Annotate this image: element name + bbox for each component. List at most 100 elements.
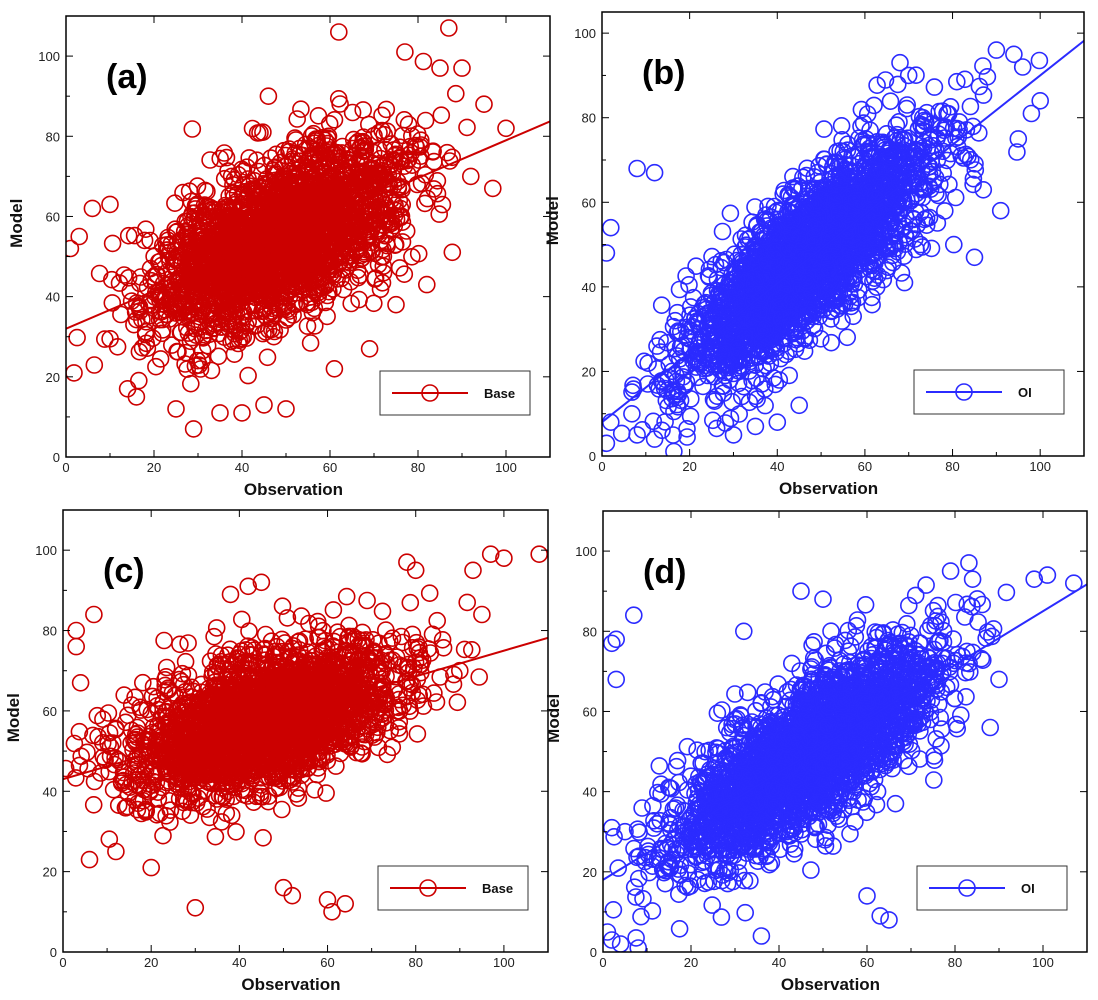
data-point: [375, 211, 394, 230]
data-point: [714, 384, 733, 403]
data-point: [363, 154, 381, 172]
data-point: [277, 400, 295, 418]
data-point: [290, 258, 309, 276]
data-point: [947, 72, 966, 91]
data-point: [246, 216, 264, 235]
data-point: [721, 204, 740, 223]
data-point: [944, 235, 963, 254]
data-point: [180, 236, 198, 254]
data-point: [213, 239, 232, 257]
data-point: [430, 205, 449, 223]
data-point: [292, 100, 310, 118]
data-point: [319, 282, 338, 301]
data-point: [201, 209, 220, 228]
data-point: [443, 148, 462, 167]
data-point: [360, 339, 379, 358]
data-point: [408, 175, 427, 194]
data-point: [342, 294, 361, 313]
data-point: [360, 165, 379, 184]
data-point: [133, 338, 152, 357]
data-point: [103, 294, 122, 312]
data-point: [285, 276, 304, 295]
data-point: [354, 142, 373, 161]
data-point: [964, 169, 983, 188]
data-point: [247, 280, 266, 299]
data-point: [863, 295, 881, 314]
panel-label: (a): [106, 58, 148, 96]
data-point: [305, 317, 324, 335]
data-point: [907, 66, 925, 84]
y-tick-label: 60: [46, 209, 60, 224]
data-point: [324, 280, 342, 298]
data-point: [336, 253, 354, 271]
data-point: [133, 310, 151, 329]
data-point: [746, 387, 765, 406]
data-point: [703, 411, 722, 430]
data-point: [935, 202, 954, 220]
data-point: [196, 210, 214, 228]
data-point: [256, 323, 275, 341]
data-point: [921, 180, 940, 198]
data-point: [215, 144, 234, 162]
data-point: [313, 129, 331, 147]
data-point: [228, 263, 247, 282]
data-point: [334, 240, 352, 259]
data-point: [933, 142, 952, 161]
data-point: [183, 232, 201, 251]
data-point: [838, 328, 857, 347]
data-point: [161, 243, 179, 261]
data-point: [740, 393, 759, 412]
data-point: [119, 268, 138, 287]
data-point: [416, 194, 434, 213]
data-point: [895, 136, 913, 155]
y-tick-label: 100: [38, 49, 60, 64]
data-point: [211, 149, 229, 168]
data-point: [681, 407, 700, 426]
data-point: [220, 187, 238, 205]
data-point: [190, 291, 209, 310]
fit-line: [66, 120, 550, 330]
data-point: [956, 70, 974, 89]
data-point: [177, 343, 195, 362]
data-point: [285, 165, 304, 183]
data-point: [83, 199, 102, 218]
data-point: [961, 97, 980, 116]
data-point: [374, 263, 393, 282]
data-point: [238, 254, 257, 273]
data-point: [666, 311, 685, 330]
data-point: [323, 175, 342, 194]
data-point: [974, 86, 993, 104]
data-point: [966, 161, 985, 179]
data-point: [257, 170, 276, 188]
data-point: [446, 84, 465, 103]
data-point: [146, 288, 164, 306]
data-point: [334, 280, 353, 299]
data-point: [283, 152, 302, 171]
data-point: [396, 43, 414, 61]
data-point: [704, 390, 723, 409]
data-point: [371, 280, 390, 299]
data-point: [288, 110, 307, 128]
data-point: [217, 198, 236, 217]
data-point: [68, 328, 86, 347]
data-point: [331, 252, 350, 271]
data-point: [891, 149, 910, 168]
data-point: [364, 294, 383, 313]
data-point: [276, 202, 294, 220]
data-point: [395, 265, 414, 284]
data-point: [755, 243, 774, 262]
data-point: [90, 264, 109, 283]
data-point: [922, 152, 941, 171]
data-point: [974, 181, 993, 199]
data-point: [895, 273, 914, 292]
data-point: [301, 258, 319, 276]
data-point: [280, 288, 299, 307]
data-point: [224, 176, 242, 194]
data-point: [110, 274, 129, 292]
data-point: [386, 236, 404, 254]
data-point: [708, 270, 727, 289]
data-point: [964, 175, 982, 194]
data-point: [166, 273, 185, 291]
data-point: [759, 197, 777, 216]
data-point: [425, 180, 443, 198]
